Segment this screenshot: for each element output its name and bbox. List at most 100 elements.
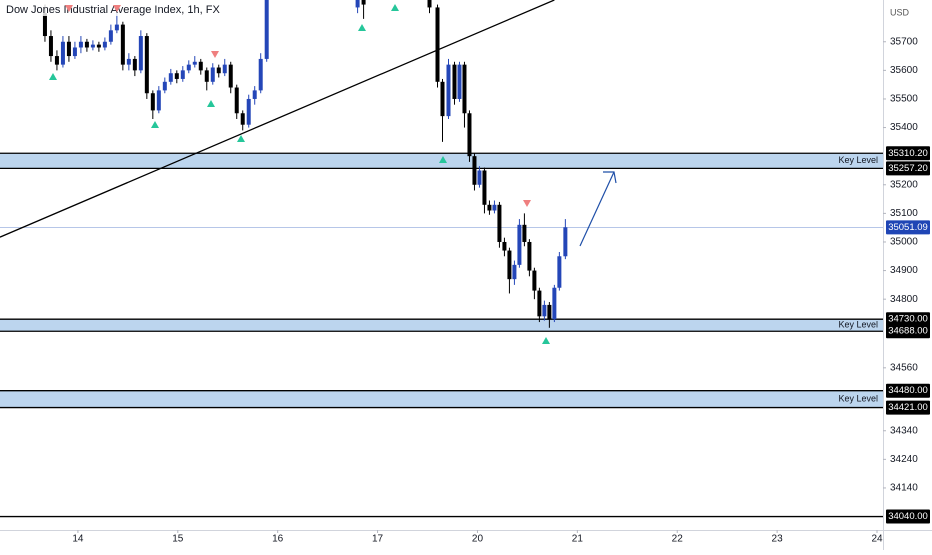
candle-body (467, 113, 472, 157)
candle-body (552, 287, 557, 320)
candle-body (204, 70, 209, 82)
candle-body (355, 0, 360, 8)
price-label-box (886, 509, 930, 524)
y-tick-label: 34900 (890, 265, 918, 276)
sell-signal (113, 5, 121, 12)
y-tick-label: 35000 (890, 237, 918, 248)
candle-body (542, 304, 547, 317)
candle-body (487, 204, 492, 211)
buy-signal (207, 100, 215, 107)
candle-body (138, 36, 143, 71)
candle-body (246, 98, 251, 125)
candle-body (462, 64, 467, 114)
y-tick-label: 34340 (890, 425, 918, 436)
candle-body (557, 256, 562, 288)
candle-body (452, 64, 457, 99)
price-label: 34480.00 (888, 385, 928, 396)
y-tick-label: 34240 (890, 454, 918, 465)
candle-body (477, 170, 482, 185)
buy-signal (49, 73, 57, 80)
x-tick-label: 15 (172, 534, 184, 545)
candle-body (472, 156, 477, 185)
candle-body (168, 73, 173, 82)
x-tick-label: 24 (871, 534, 883, 545)
candle-body (114, 24, 119, 31)
candle-body (72, 47, 77, 57)
buy-signal (391, 4, 399, 11)
candle-body (186, 64, 191, 71)
candle-body (198, 61, 203, 71)
candle-body (532, 270, 537, 291)
candle-body (427, 0, 432, 8)
y-tick-label: 35400 (890, 122, 918, 133)
price-label: 34040.00 (888, 511, 928, 522)
candle-body (435, 7, 440, 82)
candle-body (60, 41, 65, 65)
candle-body (446, 64, 451, 117)
candle-body (102, 41, 107, 48)
key-level-zone (0, 319, 883, 332)
candle-body (216, 67, 221, 74)
price-label-box (886, 400, 930, 415)
sell-signal (65, 5, 73, 12)
x-tick-label: 16 (272, 534, 284, 545)
x-tick-label: 22 (672, 534, 684, 545)
candle-body (240, 113, 245, 125)
candle-body (517, 224, 522, 265)
last-price-label: 35051.09 (888, 222, 928, 233)
x-tick-label: 23 (772, 534, 784, 545)
price-label-box (886, 324, 930, 339)
candle-body (502, 241, 507, 251)
candle-body (228, 64, 233, 88)
candle-body (210, 67, 215, 82)
candle-body (512, 264, 517, 280)
candle-body (497, 204, 502, 242)
candle-body (361, 0, 366, 5)
chart-title: Dow Jones Industrial Average Index, 1h, … (6, 4, 220, 16)
candle-body (522, 224, 527, 242)
y-tick-label: 35500 (890, 94, 918, 105)
price-label: 34688.00 (888, 326, 928, 337)
candle-body (54, 56, 59, 65)
zone-label: Key Level (838, 320, 878, 330)
candle-body (132, 58, 137, 71)
candle-body (457, 64, 462, 99)
price-label-box (886, 146, 930, 161)
y-tick-label: 34800 (890, 294, 918, 305)
candle-body (563, 227, 568, 257)
price-label: 34421.00 (888, 402, 928, 413)
candle-body (126, 58, 131, 65)
buy-signal (358, 24, 366, 31)
y-tick-label: 35100 (890, 208, 918, 219)
buy-signal (542, 337, 550, 344)
y-tick-label: 35700 (890, 36, 918, 47)
candle-body (192, 61, 197, 65)
x-tick-label: 21 (572, 534, 584, 545)
sell-signal (211, 51, 219, 58)
candle-body (48, 36, 53, 57)
candle-body (120, 24, 125, 65)
candle-body (42, 13, 47, 37)
candle-body (78, 41, 83, 48)
zone-label: Key Level (838, 394, 878, 404)
last-price-box (886, 220, 930, 235)
key-level-zone (0, 390, 883, 408)
y-tick-label: 35200 (890, 179, 918, 190)
projection-arrow (579, 171, 617, 247)
buy-signal (151, 121, 159, 128)
candle-body (156, 90, 161, 111)
candle-body (527, 241, 532, 271)
currency-label: USD (890, 7, 910, 17)
candle-body (96, 44, 101, 48)
price-label-box (886, 312, 930, 327)
candle-body (234, 87, 239, 114)
trendline (0, 0, 555, 238)
candle-body (90, 44, 95, 48)
candle-body (547, 304, 552, 320)
candle-body (440, 81, 445, 117)
candle-body (144, 36, 149, 94)
x-tick-label: 17 (372, 534, 384, 545)
candle-body (162, 81, 167, 91)
